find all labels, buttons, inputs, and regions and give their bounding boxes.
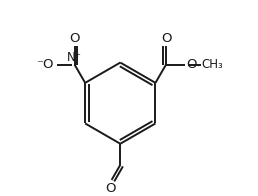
- Text: O: O: [105, 182, 116, 195]
- Text: N⁺: N⁺: [67, 51, 82, 64]
- Text: CH₃: CH₃: [202, 58, 223, 71]
- Text: O: O: [69, 32, 80, 45]
- Text: O: O: [186, 58, 197, 71]
- Text: ⁻O: ⁻O: [36, 58, 53, 71]
- Text: O: O: [162, 32, 172, 45]
